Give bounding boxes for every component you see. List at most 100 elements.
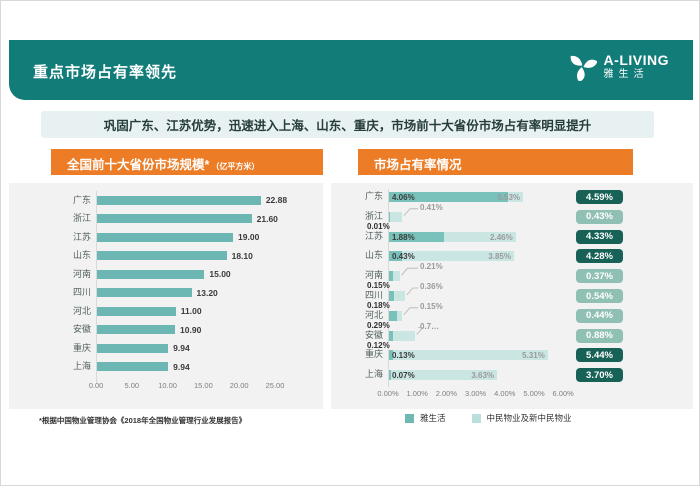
market-size-chart: 广东 22.88 浙江 21.60 江苏 19.00 山东 18.10 河南 15.00 四川 13.… [9, 183, 323, 409]
chart-legend: 雅生活 中民物业及新中民物业 [405, 412, 598, 424]
legend-swatch [405, 413, 414, 423]
bar-segment-cmpm [394, 291, 405, 301]
bar-segment-aliving [389, 251, 402, 262]
x-axis-tick-label: 10.00 [158, 381, 177, 390]
value-label: 22.88 [265, 195, 288, 205]
aliving-share-label: 0.07% [392, 371, 415, 381]
value-label: 15.00 [209, 269, 231, 280]
province-label: 河南 [72, 268, 91, 279]
province-label: 广东 [72, 194, 91, 205]
x-axis-tick-label: 15.00 [194, 381, 213, 390]
aliving-share-label: 0.29% [367, 320, 390, 330]
bar-segment-cmpm [507, 192, 524, 202]
value-label: 9.94 [173, 343, 190, 354]
bar [97, 362, 169, 372]
legend-swatch [471, 413, 481, 423]
bar-segment-aliving [389, 231, 444, 242]
province-label: 浙江 [364, 210, 383, 221]
key-message-text: 巩固广东、江苏优势，迅速进入上海、山东、重庆，市场前十大省份市场占有率明显提升 [103, 119, 592, 133]
callout-line [403, 307, 418, 316]
header-band: 重点市场占有率领先 A-LIVING 雅生活 [9, 40, 693, 100]
bar [97, 343, 169, 353]
pinwheel-logo-icon [568, 52, 597, 81]
province-label: 四川 [72, 287, 91, 298]
bar-segment-aliving [389, 350, 393, 361]
right-chart-title-bar: 市场占有率情况 [358, 149, 633, 175]
y-axis-line [388, 189, 389, 387]
callout-line [403, 208, 418, 217]
value-label: 21.60 [256, 213, 278, 224]
aliving-share-label: 0.01% [367, 221, 390, 231]
total-share-badge: 0.54% [576, 289, 623, 303]
x-axis-tick-label: 20.00 [229, 381, 249, 390]
bar [97, 306, 176, 316]
x-axis-tick-label: 2.00% [435, 389, 458, 398]
aliving-share-label: 4.06% [392, 193, 415, 202]
logo-brand: A-LIVING [603, 51, 669, 68]
total-share-badge: 0.44% [576, 308, 623, 323]
province-label: 重庆 [72, 342, 91, 353]
bar-segment-cmpm [392, 330, 415, 341]
province-label: 山东 [364, 250, 383, 261]
bar-segment-aliving [389, 370, 392, 381]
aliving-share-label: 0.13% [392, 351, 415, 361]
total-share-badge: 4.28% [576, 249, 623, 264]
bar-segment-cmpm [443, 231, 516, 242]
y-axis-line [96, 191, 97, 383]
value-label: 11.00 [180, 306, 202, 317]
cmpm-share-label: 3.85% [488, 252, 511, 262]
x-axis-tick-label: 0.00 [88, 381, 104, 390]
aliving-share-label: 0.43% [392, 252, 415, 262]
bar-segment-aliving [389, 291, 395, 301]
x-axis-tick-label: 6.00% [552, 389, 574, 398]
province-label: 四川 [364, 290, 383, 300]
total-share-badge: 4.59% [576, 190, 623, 204]
bar [97, 251, 227, 261]
left-chart-title-bar: 全国前十大省份市场规模* （亿平方米） [51, 149, 323, 175]
bar [97, 214, 252, 224]
bar [97, 325, 176, 335]
value-label: 10.90 [180, 324, 202, 335]
cmpm-share-label: 0.7… [420, 321, 440, 331]
callout-line [406, 287, 418, 296]
cmpm-share-label: 2.46% [490, 232, 513, 242]
province-label: 上海 [72, 361, 91, 372]
aliving-share-label: 0.18% [367, 301, 390, 310]
province-label: 河南 [364, 270, 383, 281]
cmpm-share-label: 0.21% [420, 262, 443, 272]
bar-segment-cmpm [393, 271, 400, 282]
right-chart-title: 市场占有率情况 [374, 158, 462, 172]
value-label: 13.20 [196, 287, 218, 298]
total-share-badge: 0.37% [576, 269, 623, 284]
province-label: 安徽 [72, 324, 91, 335]
x-axis-tick-label: 5.00 [124, 381, 140, 390]
page-title: 重点市场占有率领先 [33, 64, 178, 81]
x-axis-tick-label: 0.00% [377, 389, 399, 398]
bar-segment-cmpm [391, 370, 498, 381]
x-axis-tick-label: 3.00% [464, 389, 487, 398]
province-label: 广东 [364, 191, 383, 201]
market-share-chart: 广东 4.06% 0.53% 4.59% 浙江 0.01% 0.41% 0.43% 江苏 1.88… [331, 183, 693, 409]
bar [97, 288, 192, 298]
province-label: 河北 [364, 309, 383, 320]
cmpm-share-label: 3.63% [471, 371, 495, 381]
province-label: 河北 [72, 305, 91, 316]
bar-segment-aliving [389, 271, 394, 282]
company-logo: A-LIVING 雅生活 [568, 52, 669, 81]
cmpm-share-label: 0.15% [420, 301, 443, 311]
bar-segment-cmpm [392, 350, 548, 361]
left-chart-unit: （亿平方米） [211, 162, 260, 171]
legend-label: 中民物业及新中民物业 [486, 413, 572, 423]
total-share-badge: 0.43% [576, 209, 623, 224]
callout-lines-layer [401, 208, 424, 335]
x-axis-tick-label: 25.00 [265, 381, 285, 390]
legend-label: 雅生活 [420, 413, 446, 423]
key-message-banner: 巩固广东、江苏优势，迅速进入上海、山东、重庆，市场前十大省份市场占有率明显提升 [41, 111, 654, 138]
cmpm-share-label: 0.53% [497, 193, 521, 202]
province-label: 江苏 [364, 230, 383, 241]
province-label: 安徽 [364, 329, 383, 340]
bar [97, 195, 261, 205]
left-chart-title: 全国前十大省份市场规模* [67, 158, 210, 172]
value-label: 19.00 [238, 232, 260, 243]
